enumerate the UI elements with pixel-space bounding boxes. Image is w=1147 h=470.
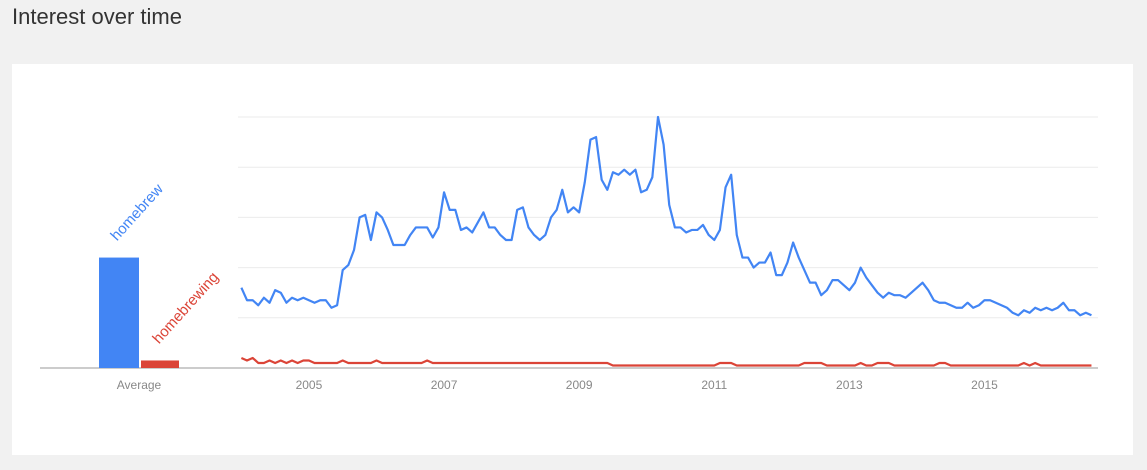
average-label: Average: [117, 378, 162, 392]
series-label: homebrew: [107, 181, 167, 245]
x-tick-label: 2015: [971, 378, 998, 392]
series-line: [240, 356, 1092, 367]
section-title: Interest over time: [12, 4, 182, 29]
x-tick-label: 2011: [701, 378, 727, 392]
x-tick-label: 2009: [566, 378, 593, 392]
series-line: [240, 115, 1092, 317]
average-bar: [141, 360, 179, 368]
x-tick-label: 2005: [296, 378, 323, 392]
x-tick-label: 2007: [431, 378, 458, 392]
average-bar: [99, 257, 139, 368]
x-tick-label: 2013: [836, 378, 863, 392]
chart: 2005 2007 2009 2011 2013 2015 homebrew homebrew…: [40, 115, 1098, 392]
chart-card: 2005 2007 2009 2011 2013 2015 homebrew homebrew…: [12, 64, 1133, 455]
series-label: homebrewing: [149, 269, 222, 347]
